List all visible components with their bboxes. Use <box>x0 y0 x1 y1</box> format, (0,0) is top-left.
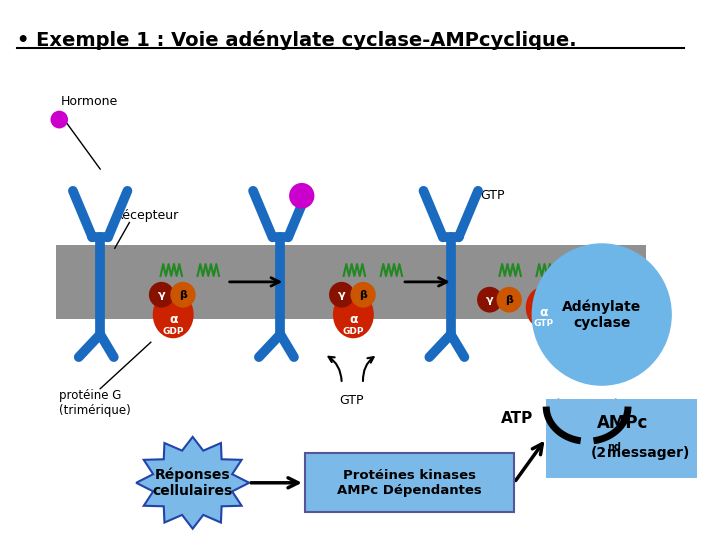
Text: protéine G
(trimérique): protéine G (trimérique) <box>59 389 131 417</box>
Ellipse shape <box>333 291 374 338</box>
Text: Protéines kinases
AMPc Dépendantes: Protéines kinases AMPc Dépendantes <box>338 469 482 497</box>
Text: β: β <box>359 290 367 300</box>
Text: γ: γ <box>338 290 346 300</box>
Text: γ: γ <box>486 295 493 305</box>
Text: GTP: GTP <box>339 394 364 407</box>
Text: β: β <box>179 290 187 300</box>
Circle shape <box>531 244 672 386</box>
Text: Récepteur: Récepteur <box>114 209 179 222</box>
Circle shape <box>497 287 522 313</box>
Polygon shape <box>136 437 249 529</box>
Circle shape <box>171 282 196 308</box>
Text: • Exemple 1 : Voie adénylate cyclase-AMPcyclique.: • Exemple 1 : Voie adénylate cyclase-AMP… <box>17 30 577 50</box>
Text: α: α <box>539 306 548 319</box>
Text: nd: nd <box>608 442 621 452</box>
Text: GDP: GDP <box>163 327 184 336</box>
Text: β: β <box>505 295 513 305</box>
Text: Hormone: Hormone <box>61 95 119 108</box>
Circle shape <box>477 287 503 313</box>
Text: AMPc: AMPc <box>596 414 648 433</box>
Text: GTP: GTP <box>480 190 505 202</box>
Text: Réponses
cellulaires: Réponses cellulaires <box>153 468 233 498</box>
FancyBboxPatch shape <box>305 453 514 512</box>
Text: γ: γ <box>158 290 166 300</box>
Circle shape <box>351 282 376 308</box>
Circle shape <box>289 183 315 208</box>
Text: α: α <box>169 313 178 326</box>
Text: GTP: GTP <box>534 319 554 328</box>
Text: GDP: GDP <box>343 327 364 336</box>
Text: Adénylate
cyclase: Adénylate cyclase <box>562 299 642 330</box>
Text: α: α <box>349 313 358 326</box>
Text: (2: (2 <box>590 446 606 460</box>
FancyBboxPatch shape <box>56 245 646 320</box>
Circle shape <box>149 282 174 308</box>
Circle shape <box>329 282 354 308</box>
Ellipse shape <box>526 287 561 328</box>
Circle shape <box>50 111 68 129</box>
Ellipse shape <box>153 291 194 338</box>
Text: messager): messager) <box>602 446 689 460</box>
Text: ATP: ATP <box>501 411 534 426</box>
FancyBboxPatch shape <box>546 399 697 478</box>
